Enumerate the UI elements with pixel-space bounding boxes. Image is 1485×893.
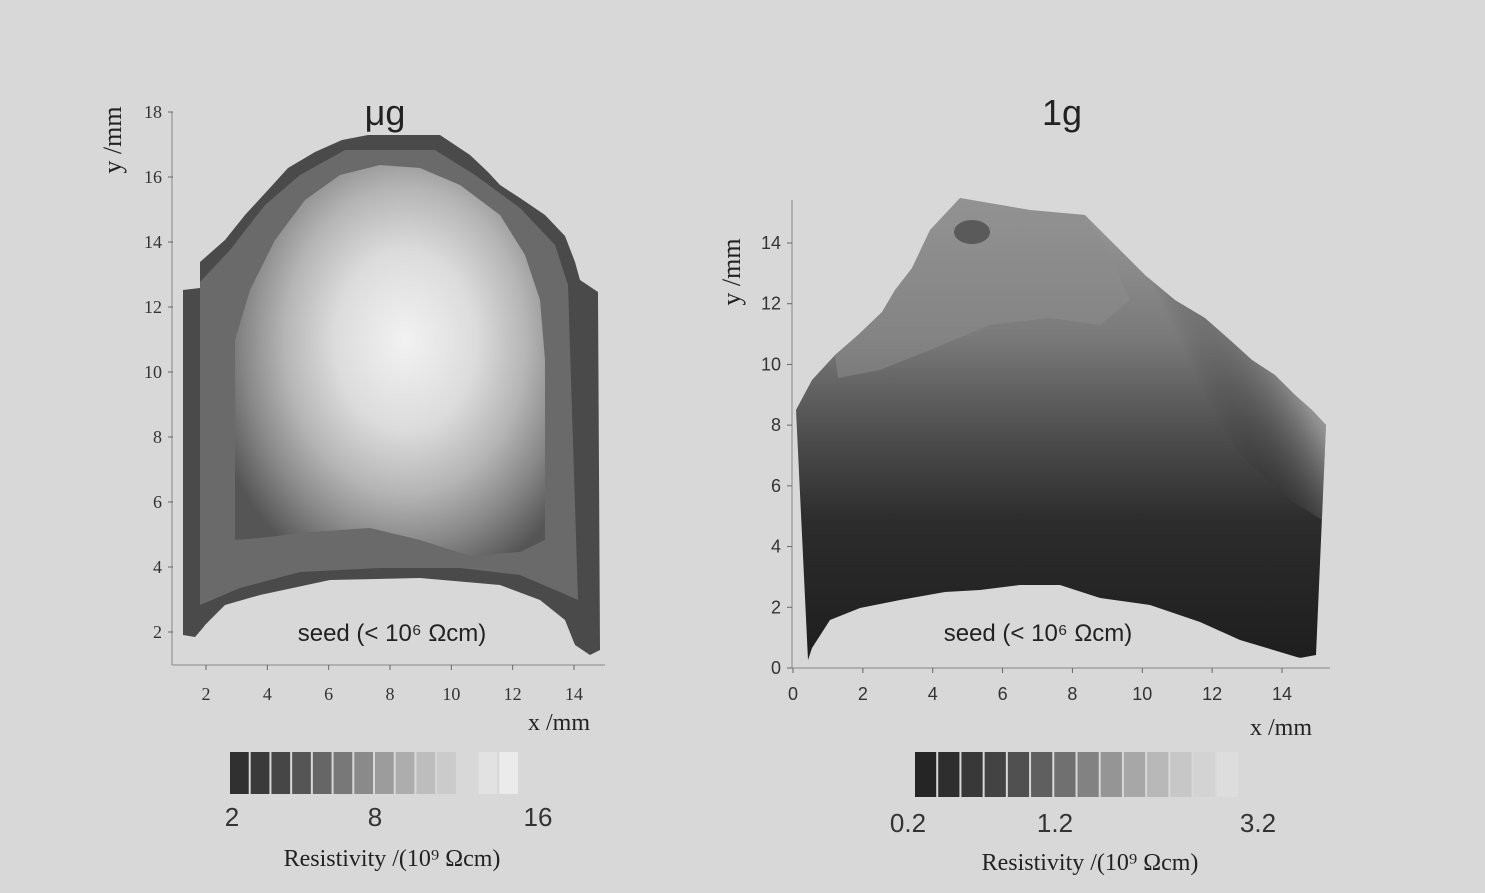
right-y-tick-label-7: 14 — [761, 233, 781, 253]
right-colorbar-swatch-7 — [1077, 752, 1099, 797]
left-x-tick-label-1: 4 — [263, 684, 272, 704]
right-colorbar-swatch-10 — [1147, 752, 1169, 797]
right-colorbar-swatch-2 — [961, 752, 983, 797]
left-y-tick-label-7: 16 — [144, 167, 162, 187]
right-colorbar-tick-0: 0.2 — [890, 808, 926, 838]
right-chart-title: 1g — [1042, 92, 1082, 133]
left-colorbar-swatch-8 — [395, 752, 415, 794]
left-colorbar-tick-1: 8 — [368, 802, 382, 832]
left-colorbar-swatch-10 — [437, 752, 456, 794]
right-colorbar-swatch-12 — [1193, 752, 1215, 797]
left-seed-region — [198, 583, 575, 662]
left-colorbar-tick-0: 2 — [225, 802, 239, 832]
right-x-tick-label-0: 0 — [788, 684, 798, 704]
left-x-ticks: 2 4 6 8 10 12 14 — [202, 665, 583, 704]
left-colorbar-swatch-5 — [333, 752, 353, 794]
left-y-axis-label: y /mm — [98, 106, 127, 173]
right-x-tick-label-2: 4 — [928, 684, 938, 704]
left-colorbar-swatch-11 — [457, 752, 477, 794]
right-colorbar-swatch-0 — [915, 752, 937, 797]
left-colorbar-swatch-3 — [292, 752, 311, 794]
left-x-tick-label-0: 2 — [202, 684, 211, 704]
left-y-tick-label-0: 2 — [153, 622, 162, 642]
right-colorbar-swatch-4 — [1007, 752, 1030, 797]
right-y-axis-label: y /mm — [717, 238, 746, 305]
left-y-tick-label-5: 12 — [144, 297, 162, 317]
right-y-tick-label-5: 10 — [761, 354, 781, 374]
right-x-tick-label-6: 12 — [1202, 684, 1222, 704]
right-colorbar-swatch-8 — [1100, 752, 1122, 797]
left-x-tick-label-2: 6 — [324, 684, 333, 704]
left-colorbar-label: Resistivity /(10⁹ Ωcm) — [284, 846, 501, 872]
right-colorbar — [915, 752, 1238, 797]
right-x-tick-label-3: 6 — [998, 684, 1008, 704]
right-colorbar-swatch-5 — [1031, 752, 1053, 797]
right-seed-annotation: seed (< 10⁶ Ωcm) — [944, 620, 1133, 647]
right-colorbar-swatch-1 — [938, 752, 960, 797]
left-y-tick-label-3: 8 — [153, 427, 162, 447]
left-colorbar-swatch-7 — [375, 752, 394, 794]
left-seed-annotation: seed (< 10⁶ Ωcm) — [298, 620, 487, 647]
left-chart-title: μg — [365, 92, 406, 133]
left-y-ticks: 2 4 6 8 10 12 14 16 18 — [144, 102, 173, 642]
right-seed-region — [808, 588, 1312, 666]
right-contour-upper-band — [835, 198, 1130, 378]
right-colorbar-ticks: 0.2 1.2 3.2 — [890, 808, 1276, 838]
left-colorbar-swatch-0 — [230, 752, 249, 794]
left-colorbar-swatch-1 — [250, 752, 270, 794]
right-y-tick-label-4: 8 — [771, 415, 781, 435]
right-x-axis-label: x /mm — [1250, 715, 1312, 741]
left-x-tick-label-6: 14 — [565, 684, 583, 704]
right-contour-highlight — [1085, 215, 1326, 520]
right-x-ticks: 0 2 4 6 8 10 12 14 — [788, 668, 1292, 704]
left-colorbar-swatch-6 — [354, 752, 373, 794]
left-colorbar — [230, 752, 518, 794]
left-x-tick-label-4: 10 — [442, 684, 460, 704]
right-y-tick-label-3: 6 — [771, 476, 781, 496]
left-contour-inner — [235, 165, 545, 556]
left-colorbar-swatch-2 — [271, 752, 291, 794]
left-y-tick-label-2: 6 — [153, 492, 162, 512]
left-colorbar-swatch-4 — [312, 752, 332, 794]
panel-normal-gravity: 1g y /mm x /mm seed (< 10⁶ Ωcm) 0 2 4 6 8 10 1… — [717, 92, 1330, 876]
panel-microgravity: μg y /mm x /mm seed (< 10⁶ Ωcm) 2 4 6 8 10 12… — [98, 92, 605, 872]
left-colorbar-tick-2: 16 — [524, 802, 553, 832]
right-x-tick-label-4: 8 — [1067, 684, 1077, 704]
right-colorbar-swatch-3 — [984, 752, 1006, 797]
right-y-tick-label-6: 12 — [761, 294, 781, 314]
left-colorbar-swatch-12 — [478, 752, 498, 794]
right-y-tick-label-2: 4 — [771, 537, 781, 557]
right-x-tick-label-5: 10 — [1132, 684, 1152, 704]
right-colorbar-swatch-13 — [1216, 752, 1238, 797]
right-colorbar-swatch-6 — [1054, 752, 1076, 797]
left-y-tick-label-8: 18 — [144, 102, 162, 122]
right-x-tick-label-7: 14 — [1272, 684, 1292, 704]
right-colorbar-label: Resistivity /(10⁹ Ωcm) — [982, 850, 1199, 876]
left-colorbar-ticks: 2 8 16 — [225, 802, 553, 832]
left-x-tick-label-5: 12 — [504, 684, 522, 704]
left-y-tick-label-1: 4 — [153, 557, 162, 577]
right-y-tick-label-0: 0 — [771, 658, 781, 678]
right-y-ticks: 0 2 4 6 8 10 12 14 — [761, 233, 792, 678]
left-colorbar-swatch-13 — [499, 752, 518, 794]
left-x-tick-label-3: 8 — [386, 684, 395, 704]
left-y-tick-label-6: 14 — [144, 232, 162, 252]
right-contour-spot — [954, 220, 990, 244]
right-y-tick-label-1: 2 — [771, 597, 781, 617]
left-y-tick-label-4: 10 — [144, 362, 162, 382]
left-colorbar-swatch-9 — [416, 752, 436, 794]
right-colorbar-tick-2: 3.2 — [1240, 808, 1276, 838]
right-colorbar-swatch-11 — [1170, 752, 1192, 797]
right-colorbar-swatch-9 — [1123, 752, 1146, 797]
right-x-tick-label-1: 2 — [858, 684, 868, 704]
left-x-axis-label: x /mm — [528, 710, 590, 736]
right-colorbar-tick-1: 1.2 — [1037, 808, 1073, 838]
